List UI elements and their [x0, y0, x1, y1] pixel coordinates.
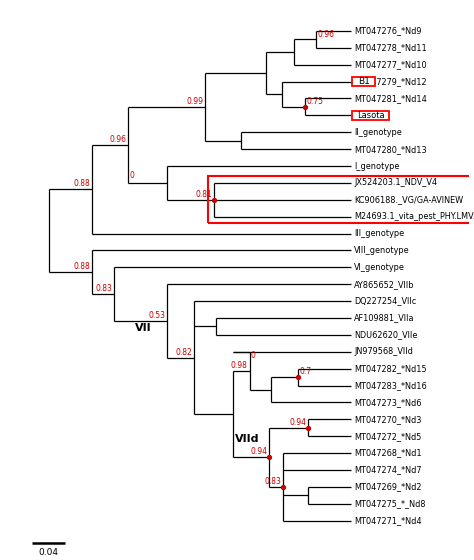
Text: 0.83: 0.83 [265, 477, 282, 486]
Text: MT047275_*_Nd8: MT047275_*_Nd8 [354, 500, 426, 508]
Text: 0.04: 0.04 [38, 548, 58, 558]
Text: MT047276_*Nd9: MT047276_*Nd9 [354, 26, 422, 35]
Text: B1: B1 [358, 77, 370, 86]
FancyBboxPatch shape [352, 77, 375, 86]
Text: MT047269_*Nd2: MT047269_*Nd2 [354, 482, 422, 491]
Text: MT047273_*Nd6: MT047273_*Nd6 [354, 398, 422, 407]
Text: 0.83: 0.83 [95, 284, 112, 293]
Text: JX524203.1_NDV_V4: JX524203.1_NDV_V4 [354, 179, 438, 188]
Text: MT047271_*Nd4: MT047271_*Nd4 [354, 516, 422, 525]
Text: MT047272_*Nd5: MT047272_*Nd5 [354, 432, 421, 441]
Text: VI_genotype: VI_genotype [354, 263, 405, 272]
Text: AF109881_VIIa: AF109881_VIIa [354, 314, 415, 323]
Text: MT047274_*Nd7: MT047274_*Nd7 [354, 465, 422, 474]
Text: Lasota: Lasota [354, 111, 381, 120]
Text: 0: 0 [251, 351, 256, 360]
Text: MT047282_*Nd15: MT047282_*Nd15 [354, 364, 427, 373]
Text: AY865652_VIIb: AY865652_VIIb [354, 280, 415, 289]
Text: KC906188._VG/GA-AVINEW: KC906188._VG/GA-AVINEW [354, 195, 463, 204]
Text: III_genotype: III_genotype [354, 229, 404, 238]
Text: 0.94: 0.94 [290, 418, 307, 427]
Text: Lasota: Lasota [356, 111, 384, 120]
Text: 0.99: 0.99 [186, 97, 203, 106]
Text: MT047281_*Nd14: MT047281_*Nd14 [354, 94, 427, 103]
Text: MT047278_*Nd11: MT047278_*Nd11 [354, 43, 427, 52]
Text: MT047280_*Nd13: MT047280_*Nd13 [354, 144, 427, 153]
Text: 0.81: 0.81 [195, 190, 212, 199]
FancyBboxPatch shape [352, 110, 389, 120]
Text: M24693.1_vita_pest_PHY.LMV.42_Calls_II_Genotype_I: M24693.1_vita_pest_PHY.LMV.42_Calls_II_G… [354, 212, 474, 221]
Text: NDU62620_VIIe: NDU62620_VIIe [354, 330, 418, 339]
Text: JN979568_VIId: JN979568_VIId [354, 347, 413, 356]
Text: MT047277_*Nd10: MT047277_*Nd10 [354, 60, 427, 69]
Text: 0.7: 0.7 [299, 367, 311, 376]
Text: 0.96: 0.96 [317, 30, 334, 39]
Text: 0.88: 0.88 [74, 179, 91, 188]
Text: 0.75: 0.75 [306, 97, 323, 106]
Text: VIId: VIId [235, 435, 260, 445]
Text: VIII_genotype: VIII_genotype [354, 246, 410, 255]
Text: VII: VII [135, 323, 152, 333]
Text: 0.82: 0.82 [175, 348, 192, 357]
Text: II_genotype: II_genotype [354, 128, 402, 137]
Text: 0.53: 0.53 [148, 311, 165, 320]
Text: MT047279_*Nd12: MT047279_*Nd12 [354, 77, 427, 86]
Text: MT047270_*Nd3: MT047270_*Nd3 [354, 415, 421, 424]
Text: 0: 0 [130, 171, 135, 180]
Text: MT047283_*Nd16: MT047283_*Nd16 [354, 381, 427, 390]
Text: 0.88: 0.88 [74, 263, 91, 272]
Text: 0.96: 0.96 [109, 135, 126, 144]
Text: I_genotype: I_genotype [354, 161, 400, 170]
Text: 0.94: 0.94 [250, 447, 267, 456]
Text: 0.98: 0.98 [231, 361, 248, 370]
Text: MT047268_*Nd1: MT047268_*Nd1 [354, 449, 422, 458]
Text: DQ227254_VIIc: DQ227254_VIIc [354, 297, 417, 306]
